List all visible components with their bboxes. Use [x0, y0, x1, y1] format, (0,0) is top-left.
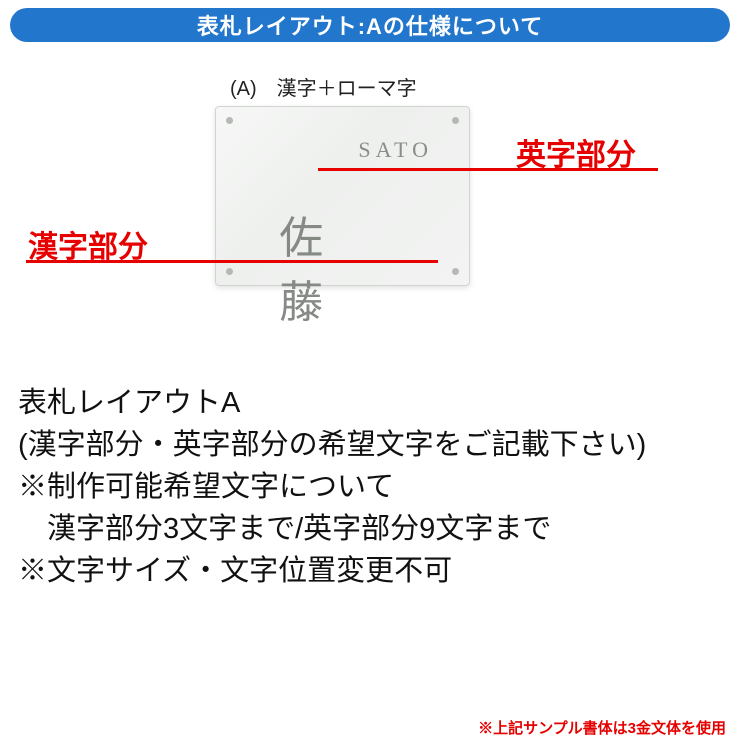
plate-kanji-text: 佐 藤: [279, 202, 406, 330]
body-line: ※文字サイズ・文字位置変更不可: [18, 550, 722, 592]
body-line: (漢字部分・英字部分の希望文字をご記載下さい): [18, 424, 722, 466]
footnote: ※上記サンプル書体は3金文体を使用: [478, 717, 726, 738]
sample-area: (A) 漢字＋ローマ字 SATO 佐 藤 英字部分 漢字部分: [0, 72, 740, 352]
plate-screw-icon: [452, 117, 459, 124]
header-title: 表札レイアウト:Aの仕様について: [197, 9, 544, 41]
plate-screw-icon: [226, 268, 233, 275]
plate-english-text: SATO: [358, 137, 433, 163]
plate-screw-icon: [452, 268, 459, 275]
header-bar: 表札レイアウト:Aの仕様について: [10, 8, 730, 42]
sample-caption: (A) 漢字＋ローマ字: [230, 72, 417, 101]
body-line: ※制作可能希望文字について: [18, 466, 722, 508]
plate-screw-icon: [226, 117, 233, 124]
body-line: 表札レイアウトA: [18, 382, 722, 424]
annotation-kanji-underline: [26, 260, 438, 263]
annotation-english-underline: [318, 168, 658, 171]
nameplate: SATO 佐 藤: [215, 106, 470, 286]
body-line: 漢字部分3文字まで/英字部分9文字まで: [18, 508, 722, 550]
body-text: 表札レイアウトA (漢字部分・英字部分の希望文字をご記載下さい) ※制作可能希望…: [18, 382, 722, 592]
